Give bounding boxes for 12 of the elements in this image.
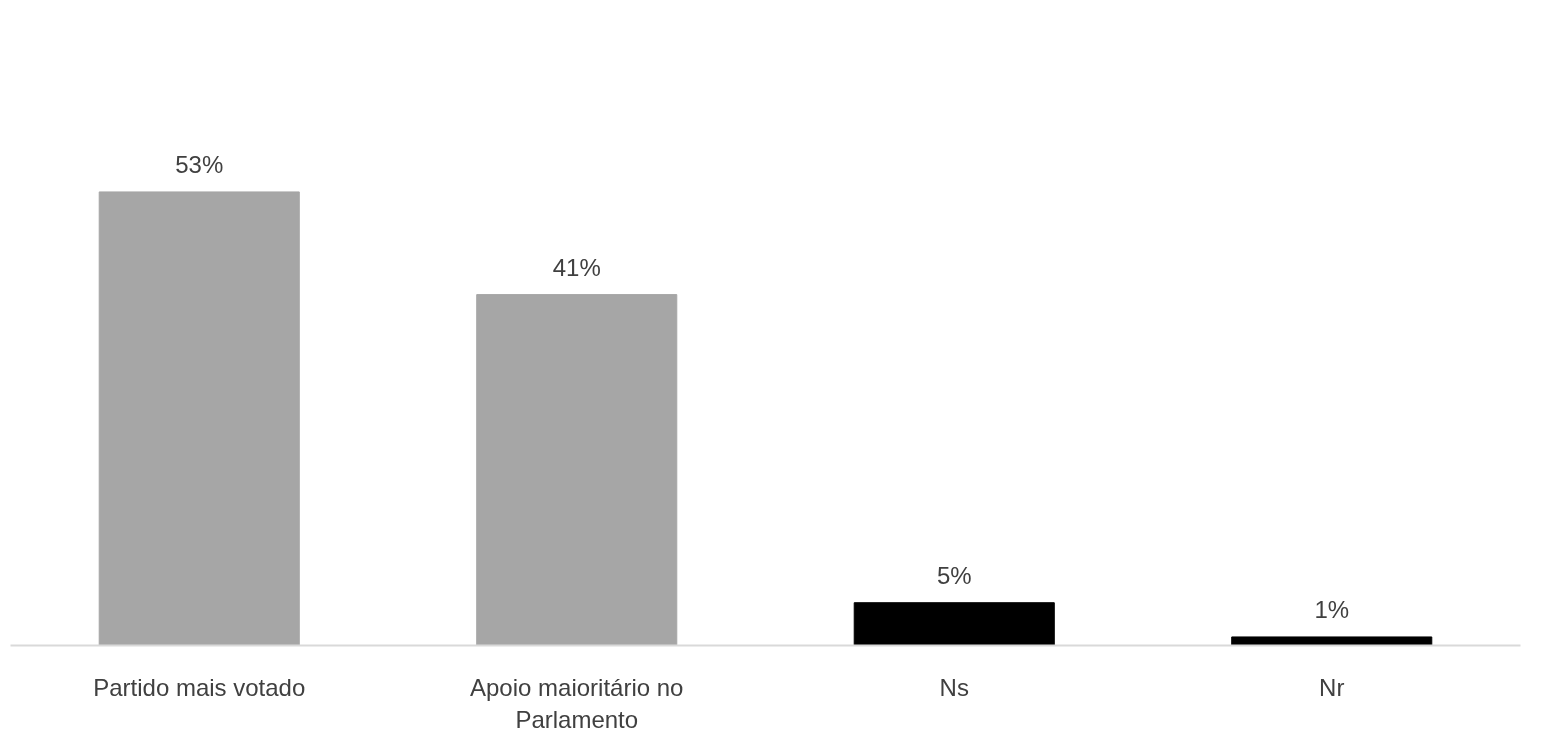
data-label: 41% [552,253,601,281]
data-label: 1% [1314,595,1350,623]
data-label: 53% [175,150,224,178]
x-tick-label: Ns [939,673,969,701]
bar [476,294,678,646]
x-tick-label: Nr [1319,673,1345,701]
x-tick-label: Partido mais votado [93,673,306,701]
bar [853,602,1055,646]
bar [1231,636,1433,646]
data-label: 5% [936,561,972,589]
x-tick-label: Apoio maioritário no Parlamento [470,673,684,733]
bar [98,191,300,646]
